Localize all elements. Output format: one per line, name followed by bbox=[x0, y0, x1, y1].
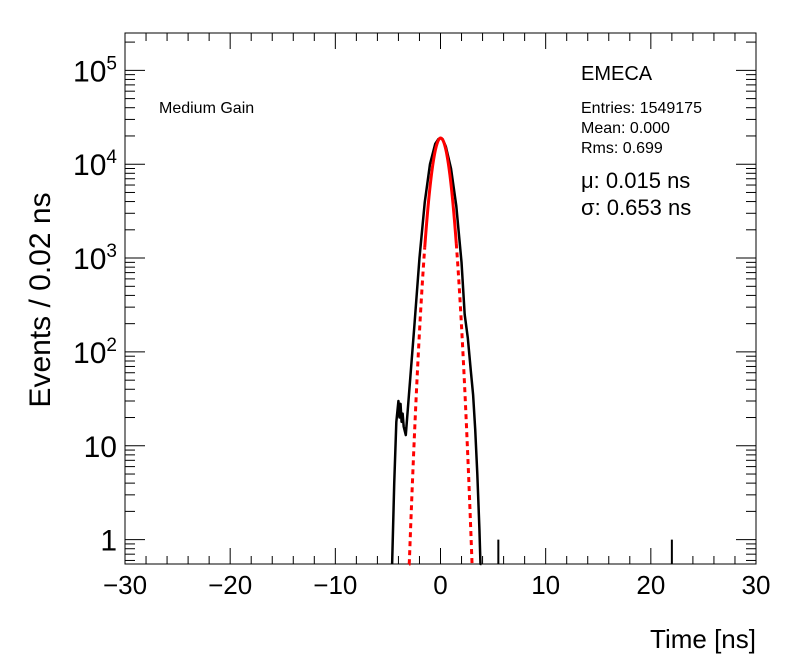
x-tick-label: 10 bbox=[531, 570, 560, 600]
fit-sigma-label: σ: 0.653 ns bbox=[581, 195, 691, 220]
fit-curve-left-tail bbox=[407, 247, 427, 566]
y-tick-label: 10 bbox=[84, 431, 117, 464]
tick-labels: −30 −20 −10 0 10 20 30 1 10 102 103 104 105 bbox=[73, 53, 770, 600]
fit-curve-core bbox=[423, 136, 458, 248]
y-tick-exponent: 5 bbox=[106, 53, 117, 74]
x-tick-label: 0 bbox=[433, 570, 447, 600]
y-tick-exponent: 2 bbox=[106, 335, 117, 356]
fit-mu-label: μ: 0.015 ns bbox=[581, 168, 690, 193]
y-tick-label: 105 bbox=[73, 53, 117, 88]
y-tick-exponent: 4 bbox=[106, 147, 117, 168]
y-tick-label: 102 bbox=[73, 335, 117, 370]
y-axis-title: Events / 0.02 ns bbox=[24, 192, 57, 407]
y-tick-label: 1 bbox=[100, 525, 117, 558]
axis-ticks bbox=[124, 33, 757, 564]
data-series bbox=[390, 136, 673, 566]
rms-label: Rms: 0.699 bbox=[581, 140, 663, 157]
fit-curve-right-tail bbox=[454, 243, 474, 564]
x-tick-label: −10 bbox=[313, 570, 357, 600]
y-tick-exponent: 3 bbox=[106, 241, 117, 262]
entries-label: Entries: 1549175 bbox=[581, 100, 702, 117]
y-tick-label: 104 bbox=[73, 147, 117, 182]
x-tick-label: −20 bbox=[208, 570, 252, 600]
x-tick-label: 30 bbox=[742, 570, 771, 600]
x-axis-title: Time [ns] bbox=[650, 624, 756, 654]
x-tick-label: −30 bbox=[103, 570, 147, 600]
mean-label: Mean: 0.000 bbox=[581, 120, 670, 137]
x-tick-label: 20 bbox=[636, 570, 665, 600]
detector-label: EMECA bbox=[581, 63, 653, 85]
gain-label: Medium Gain bbox=[159, 100, 254, 117]
y-tick-label: 103 bbox=[73, 241, 117, 276]
